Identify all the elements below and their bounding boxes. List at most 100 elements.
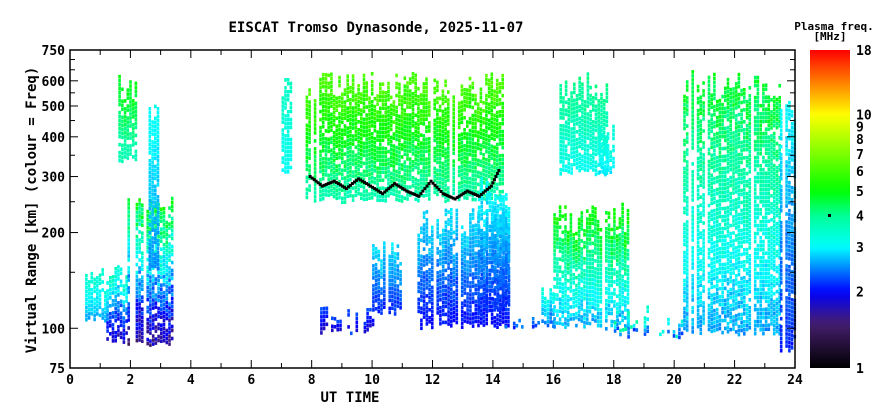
heatmap-cell xyxy=(428,121,431,125)
heatmap-cell xyxy=(685,84,689,88)
heatmap-cell xyxy=(387,113,390,118)
heatmap-cell xyxy=(327,173,330,178)
heatmap-cell xyxy=(499,246,503,251)
heatmap-cell xyxy=(493,137,496,142)
heatmap-cell xyxy=(507,207,511,211)
heatmap-cell xyxy=(343,168,347,172)
heatmap-cell xyxy=(332,118,336,123)
heatmap-cell xyxy=(123,107,127,111)
heatmap-cell xyxy=(466,152,469,156)
heatmap-cell xyxy=(151,294,155,298)
heatmap-cell xyxy=(477,285,481,290)
heatmap-cell xyxy=(355,316,359,321)
heatmap-cell xyxy=(566,246,570,251)
heatmap-cell xyxy=(308,188,311,192)
heatmap-cell xyxy=(165,292,169,297)
heatmap-cell xyxy=(583,321,586,325)
heatmap-cell xyxy=(372,272,375,276)
heatmap-cell xyxy=(365,105,368,109)
heatmap-cell xyxy=(447,318,450,322)
heatmap-cell xyxy=(474,287,478,292)
heatmap-cell xyxy=(284,146,287,150)
heatmap-cell xyxy=(381,90,385,94)
heatmap-cell xyxy=(621,318,624,323)
heatmap-cell xyxy=(422,102,426,106)
heatmap-cell xyxy=(351,154,355,158)
heatmap-cell xyxy=(477,241,481,246)
heatmap-cell xyxy=(392,176,396,180)
heatmap-cell xyxy=(436,223,439,227)
heatmap-cell xyxy=(168,342,171,346)
heatmap-cell xyxy=(479,281,483,285)
heatmap-cell xyxy=(495,158,499,163)
heatmap-cell xyxy=(575,138,579,142)
heatmap-cell xyxy=(447,302,450,306)
heatmap-cell xyxy=(466,184,469,188)
heatmap-cell xyxy=(455,264,459,269)
heatmap-cell xyxy=(596,291,600,296)
heatmap-cell xyxy=(613,236,616,240)
heatmap-cell xyxy=(444,131,447,136)
heatmap-cell xyxy=(596,235,600,240)
heatmap-cell xyxy=(319,157,322,162)
heatmap-cell xyxy=(672,330,676,334)
heatmap-cell xyxy=(425,97,428,101)
heatmap-cell xyxy=(588,253,592,258)
heatmap-cell xyxy=(567,158,571,162)
heatmap-cell xyxy=(406,165,409,169)
heatmap-cell xyxy=(452,167,455,171)
heatmap-cell xyxy=(466,260,469,264)
heatmap-cell xyxy=(332,94,336,99)
heatmap-cell xyxy=(659,332,662,337)
heatmap-cell xyxy=(428,137,431,141)
heatmap-cell xyxy=(360,192,363,196)
heatmap-cell xyxy=(425,222,429,226)
heatmap-cell xyxy=(596,275,600,280)
heatmap-cell xyxy=(586,221,589,225)
heatmap-cell xyxy=(398,126,401,131)
heatmap-cell xyxy=(505,197,508,201)
heatmap-cell xyxy=(135,222,139,227)
heatmap-cell xyxy=(157,294,160,299)
heatmap-cell xyxy=(138,230,141,234)
heatmap-cell xyxy=(573,106,576,111)
heatmap-cell xyxy=(127,246,130,250)
heatmap-cell xyxy=(502,219,505,223)
heatmap-cell xyxy=(607,295,611,300)
heatmap-cell xyxy=(469,273,472,277)
heatmap-cell xyxy=(354,93,358,98)
heatmap-cell xyxy=(422,311,426,315)
heatmap-cell xyxy=(422,178,426,182)
heatmap-cell xyxy=(485,293,488,298)
heatmap-cell xyxy=(460,269,464,273)
heatmap-cell xyxy=(583,257,586,261)
heatmap-cell xyxy=(330,176,333,181)
heatmap-cell xyxy=(149,327,152,331)
heatmap-cell xyxy=(391,246,394,250)
heatmap-cell xyxy=(117,277,120,281)
heatmap-cell xyxy=(621,274,624,279)
heatmap-cell xyxy=(335,116,339,121)
heatmap-cell xyxy=(444,256,448,261)
heatmap-cell xyxy=(483,255,486,259)
heatmap-cell xyxy=(486,181,489,185)
heatmap-cell xyxy=(457,157,461,162)
heatmap-cell xyxy=(114,302,117,307)
heatmap-cell xyxy=(583,136,587,140)
heatmap-cell xyxy=(321,156,325,161)
heatmap-cell xyxy=(477,197,481,202)
heatmap-cell xyxy=(313,123,317,127)
heatmap-cell xyxy=(450,304,453,308)
heatmap-cell xyxy=(499,198,503,203)
heatmap-cell xyxy=(168,250,171,254)
heatmap-cell xyxy=(157,338,160,343)
heatmap-cell xyxy=(357,148,360,152)
heatmap-cell xyxy=(483,263,486,267)
heatmap-cell xyxy=(477,287,480,292)
heatmap-cell xyxy=(581,98,584,103)
heatmap-cell xyxy=(498,166,502,170)
heatmap-cell xyxy=(452,163,455,167)
heatmap-cell xyxy=(335,156,339,161)
heatmap-cell xyxy=(398,174,401,179)
heatmap-cell xyxy=(575,263,578,268)
